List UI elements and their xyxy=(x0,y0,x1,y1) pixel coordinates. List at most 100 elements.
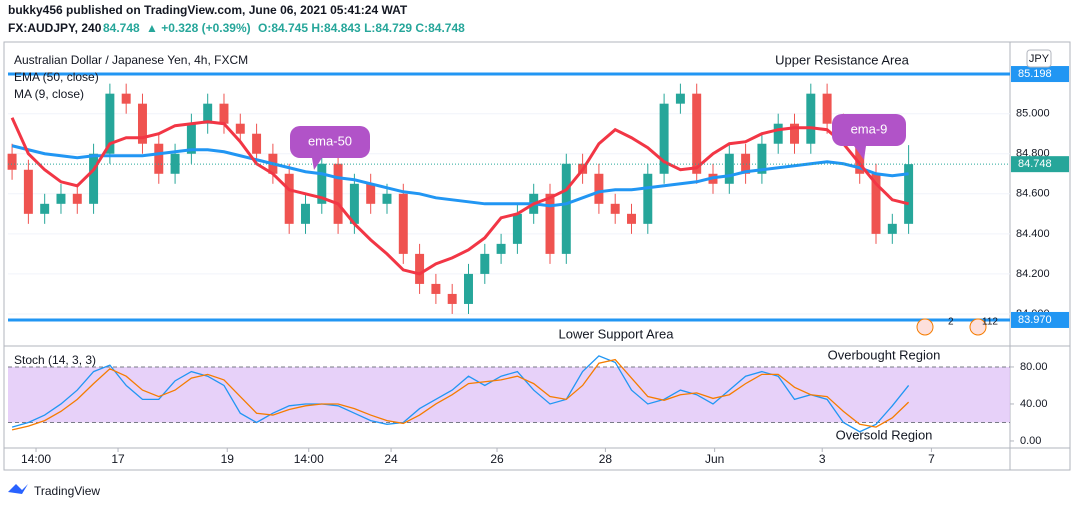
candle-body xyxy=(7,153,17,170)
ma-line xyxy=(10,117,909,276)
candle-body xyxy=(904,164,914,224)
candle-body xyxy=(561,163,571,254)
annotation: Overbought Region xyxy=(828,347,941,362)
candle-body xyxy=(89,153,99,204)
price-tag xyxy=(1011,66,1069,83)
candle-body xyxy=(790,123,799,144)
y-tick-label: 84.400 xyxy=(1016,228,1050,240)
annotation: Upper Resistance Area xyxy=(775,52,909,67)
candle-body xyxy=(464,273,473,304)
x-tick-label: 7 xyxy=(928,452,935,466)
y-tick-label: 40.00 xyxy=(1020,398,1048,410)
candle-body xyxy=(235,123,245,134)
stoch-band xyxy=(8,366,1010,423)
x-tick-label: 3 xyxy=(819,452,826,466)
x-tick-label: 26 xyxy=(490,452,504,466)
candle-body xyxy=(203,103,213,124)
legend-entry: MA (9, close) xyxy=(14,87,84,101)
candle-body xyxy=(56,193,66,204)
candle-body xyxy=(186,123,196,154)
frame xyxy=(3,41,1071,471)
candle-body xyxy=(512,213,522,244)
y-tick-label: 85.000 xyxy=(1016,108,1050,120)
candle-body xyxy=(170,153,180,174)
candle-body xyxy=(871,173,881,234)
candle-body xyxy=(333,163,343,224)
stoch-title: Stoch (14, 3, 3) xyxy=(14,353,96,367)
candle-body xyxy=(431,283,441,294)
currency: JPY xyxy=(1029,53,1050,65)
candle-body xyxy=(121,93,131,104)
candle-body xyxy=(627,213,636,224)
candle-body xyxy=(398,193,408,254)
candle-body xyxy=(692,93,702,174)
candle-body xyxy=(252,133,262,154)
symbol: FX:AUDJPY, 240 xyxy=(8,21,102,35)
candle-body xyxy=(40,203,50,214)
candle-body xyxy=(480,253,490,274)
candle-body xyxy=(773,123,783,144)
x-tick-label: 14:00 xyxy=(294,452,324,466)
candle-body xyxy=(154,143,164,174)
badge-count: 2 xyxy=(948,317,954,328)
ma-line xyxy=(11,144,909,208)
stoch-line xyxy=(11,355,910,433)
price-tag xyxy=(1011,311,1069,328)
callout xyxy=(832,114,906,160)
candle-body xyxy=(724,153,734,184)
candle-body xyxy=(496,243,506,254)
price-label: 84.748 xyxy=(1018,158,1052,170)
candle-body xyxy=(284,173,294,224)
price-label: 85.198 xyxy=(1018,68,1052,80)
stoch-line xyxy=(11,358,910,431)
candle-body xyxy=(594,173,604,204)
badge[interactable] xyxy=(916,318,934,336)
candle-body xyxy=(137,103,147,144)
price-label: 83.970 xyxy=(1018,314,1052,326)
x-tick-label: 24 xyxy=(384,452,398,466)
annotation: ema-9 xyxy=(851,121,888,136)
candle-body xyxy=(610,203,620,214)
candle-body xyxy=(349,183,359,224)
candle-body xyxy=(301,203,310,224)
annotation: ema-50 xyxy=(308,133,352,148)
candle-body xyxy=(366,183,376,204)
badge[interactable] xyxy=(969,318,987,336)
candle-body xyxy=(659,103,669,174)
logo xyxy=(8,484,28,494)
price-tag xyxy=(1011,156,1069,173)
candle-body xyxy=(23,169,33,214)
publisher: bukky456 published on TradingView.com, J… xyxy=(8,3,408,17)
candle-body xyxy=(447,293,457,304)
x-tick-label: 19 xyxy=(221,452,235,466)
last: 84.748 xyxy=(103,21,140,35)
callout xyxy=(290,126,370,170)
annotation: Lower Support Area xyxy=(559,326,675,341)
candle-body xyxy=(219,103,229,124)
x-tick-label: 28 xyxy=(599,452,613,466)
y-tick-label: 84.600 xyxy=(1016,188,1050,200)
candle-body xyxy=(643,173,653,224)
candle-body xyxy=(741,153,751,174)
x-tick-label: Jun xyxy=(705,452,724,466)
candle-body xyxy=(806,93,816,144)
ohlc: O:84.745 H:84.843 L:84.729 C:84.748 xyxy=(258,21,465,35)
x-tick-label: 14:00 xyxy=(21,452,51,466)
candle-body xyxy=(822,93,832,124)
candle-body xyxy=(415,253,425,284)
y-tick-label: 84.200 xyxy=(1016,268,1050,280)
annotation: Oversold Region xyxy=(836,427,933,442)
y-tick-label: 80.00 xyxy=(1020,361,1048,373)
candle-body xyxy=(72,193,82,204)
candle-body xyxy=(382,193,392,204)
chart-title: Australian Dollar / Japanese Yen, 4h, FX… xyxy=(14,53,248,67)
change: ▲ +0.328 (+0.39%) xyxy=(146,21,251,35)
candle-body xyxy=(675,93,685,104)
candle-body xyxy=(757,143,767,174)
candle-body xyxy=(887,223,897,234)
candle-body xyxy=(317,163,327,204)
footer: TradingView xyxy=(34,484,100,498)
currency-box xyxy=(1026,49,1052,68)
y-tick-label: 0.00 xyxy=(1020,435,1041,447)
